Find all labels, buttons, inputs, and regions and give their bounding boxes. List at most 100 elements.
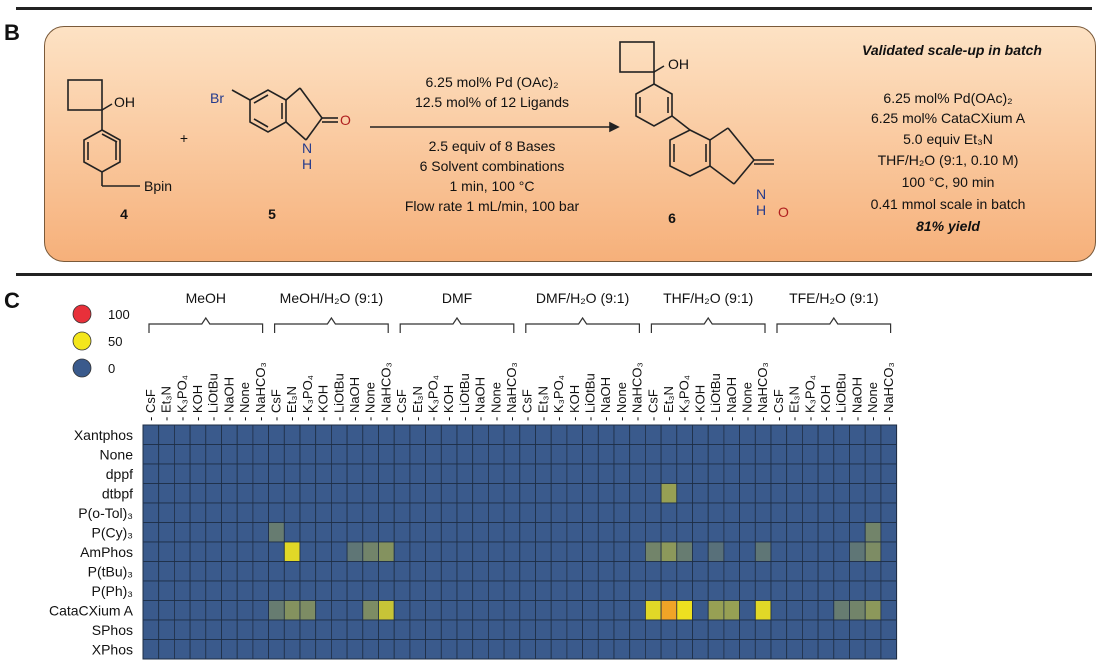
- heatmap-cell: [173, 639, 191, 660]
- heatmap-cell: [833, 444, 850, 465]
- base-label: - None: [740, 382, 755, 421]
- heatmap-cell: [597, 424, 615, 445]
- heatmap-cell: [221, 502, 238, 523]
- heatmap-cell: [409, 424, 426, 445]
- heatmap-cell: [582, 502, 599, 523]
- base-label: - K₃PO₄: [174, 375, 189, 421]
- heatmap-cell: [739, 639, 756, 660]
- heatmap-cell: [236, 580, 254, 601]
- heatmap-cell: [236, 483, 254, 504]
- heatmap-cell: [550, 483, 568, 504]
- heatmap-cell: [707, 600, 725, 621]
- heatmap-cell: [283, 522, 301, 543]
- heatmap-cell: [786, 600, 803, 621]
- heatmap-cell: [346, 639, 364, 660]
- heatmap-cell: [550, 424, 568, 445]
- base-label: - NaHCO₃: [755, 362, 770, 421]
- heatmap-cell: [487, 502, 505, 523]
- heatmap-cell: [315, 463, 332, 484]
- plus-sign: +: [179, 130, 189, 146]
- heatmap-cell: [487, 424, 505, 445]
- heatmap-cell: [660, 522, 678, 543]
- heatmap-cell: [770, 522, 788, 543]
- heatmap-cell: [409, 619, 426, 640]
- heatmap-cell: [802, 639, 819, 660]
- heatmap-cell: [440, 463, 458, 484]
- heatmap-cell: [283, 619, 301, 640]
- heatmap-cell: [236, 522, 254, 543]
- heatmap-cell: [252, 580, 269, 601]
- heatmap-cell: [189, 444, 207, 465]
- heatmap-cell: [205, 541, 222, 562]
- heatmap-cell: [692, 639, 709, 660]
- heatmap-cell: [849, 561, 866, 582]
- heatmap-cell: [425, 580, 442, 601]
- heatmap-cell: [487, 463, 505, 484]
- heatmap-cell: [723, 639, 741, 660]
- heatmap-cell: [205, 619, 222, 640]
- heatmap-cell: [645, 541, 662, 562]
- base-label: - CsF: [143, 389, 158, 421]
- heatmap-cell: [676, 619, 693, 640]
- heatmap-cell: [754, 463, 772, 484]
- heatmap-cell: [629, 444, 646, 465]
- base-label: - LiOtBu: [206, 373, 221, 421]
- heatmap-cell: [142, 541, 160, 562]
- heatmap-cell: [268, 580, 285, 601]
- heatmap-cell: [472, 561, 489, 582]
- heatmap-cell: [833, 561, 850, 582]
- heatmap-cell: [346, 502, 364, 523]
- heatmap-cell: [582, 600, 599, 621]
- heatmap-cell: [802, 541, 819, 562]
- base-label: - LiOtBu: [331, 373, 346, 421]
- base-label: - KOH: [567, 385, 582, 421]
- heatmap-cell: [582, 444, 599, 465]
- heatmap-cell: [754, 502, 772, 523]
- heatmap-cell: [173, 619, 191, 640]
- heatmap-cell: [283, 424, 301, 445]
- heatmap-cell: [645, 483, 662, 504]
- heatmap-cell: [739, 444, 756, 465]
- base-label: - None: [614, 382, 629, 421]
- heatmap-cell: [864, 502, 882, 523]
- heatmap-cell: [707, 619, 725, 640]
- heatmap-cell: [283, 561, 301, 582]
- heatmap-cell: [613, 463, 631, 484]
- heatmap-cell: [236, 600, 254, 621]
- heatmap-cell: [189, 541, 207, 562]
- heatmap-cell: [456, 541, 474, 562]
- heatmap-cell: [880, 502, 898, 523]
- heatmap-cell: [833, 463, 850, 484]
- heatmap-cell: [189, 463, 207, 484]
- heatmap-cell: [613, 502, 631, 523]
- heatmap-cell: [864, 483, 882, 504]
- heatmap-cell: [723, 444, 741, 465]
- heatmap-cell: [770, 502, 788, 523]
- heatmap-cell: [786, 639, 803, 660]
- heatmap-cell: [189, 619, 207, 640]
- heatmap-cell: [629, 639, 646, 660]
- heatmap-cell: [158, 580, 175, 601]
- heatmap-cell: [739, 600, 756, 621]
- heatmap-cell: [362, 600, 379, 621]
- heatmap-cell: [236, 444, 254, 465]
- heatmap-cell: [487, 522, 505, 543]
- heatmap-cell: [189, 424, 207, 445]
- heatmap-cell: [158, 541, 175, 562]
- heatmap-cell: [849, 580, 866, 601]
- heatmap-cell: [472, 483, 489, 504]
- heatmap-cell: [550, 502, 568, 523]
- heatmap-cell: [158, 424, 175, 445]
- heatmap-cell: [566, 444, 584, 465]
- heatmap-cell: [330, 619, 348, 640]
- heatmap-cell: [550, 522, 568, 543]
- heatmap-cell: [378, 600, 395, 621]
- ligand-label: P(Cy)₃: [92, 524, 133, 540]
- heatmap-cell: [692, 619, 709, 640]
- ligand-label: P(Ph)₃: [92, 583, 134, 599]
- heatmap-cell: [660, 619, 678, 640]
- heatmap-cell: [315, 561, 332, 582]
- heatmap-cell: [519, 639, 536, 660]
- heatmap-cell: [425, 619, 442, 640]
- heatmap-cell: [645, 522, 662, 543]
